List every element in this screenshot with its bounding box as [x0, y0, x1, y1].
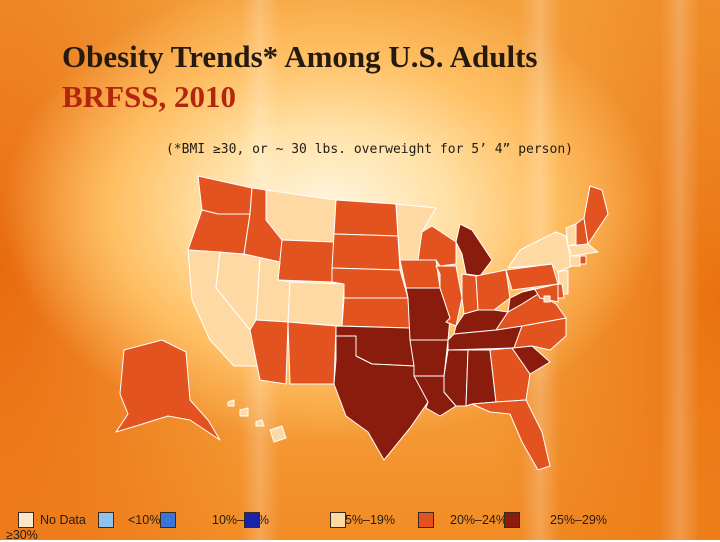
us-obesity-map [115, 175, 609, 470]
legend-label-20-24: 20%–24% [450, 513, 507, 527]
state-AK [115, 339, 221, 441]
state-MI [455, 223, 493, 277]
state-GA [489, 347, 531, 403]
background-streak [660, 0, 700, 540]
state-HI [227, 399, 235, 407]
state-HI-2 [239, 407, 249, 417]
legend-label-30-plus: ≥30% [6, 528, 38, 542]
slide-title: Obesity Trends* Among U.S. Adults [62, 39, 538, 74]
state-IN [461, 273, 479, 315]
state-TX [333, 335, 429, 461]
legend-swatch-15-19 [244, 512, 260, 528]
state-WI [417, 225, 457, 267]
legend-label-under-10: <10% [128, 513, 161, 527]
state-RI [579, 255, 587, 265]
state-MA [567, 243, 599, 257]
state-HI-3 [255, 419, 265, 427]
state-WA [197, 175, 253, 215]
state-VT [565, 223, 577, 247]
map-legend: No Data <10% 10%–14% 15%–19% 20%–24% 25%… [0, 504, 720, 542]
state-FL [471, 399, 551, 470]
state-HI-4 [269, 425, 287, 443]
state-OH [475, 269, 511, 311]
state-WY [277, 239, 335, 283]
legend-label-25-29: 25%–29% [550, 513, 607, 527]
legend-label-10-14: 10%–14% [212, 513, 269, 527]
state-SD [331, 233, 401, 271]
state-IA [399, 259, 441, 289]
state-KS [341, 297, 411, 329]
bmi-footnote: (*BMI ≥30, or ~ 30 lbs. overweight for 5… [166, 142, 573, 157]
legend-swatch-under-10 [98, 512, 114, 528]
state-CT [569, 255, 581, 267]
state-AZ [249, 319, 289, 385]
legend-label-no-data: No Data [40, 513, 86, 527]
state-AR [409, 339, 449, 377]
state-NY [507, 231, 573, 273]
legend-swatch-10-14 [160, 512, 176, 528]
state-CO [287, 281, 345, 327]
legend-label-15-19: 15%–19% [338, 513, 395, 527]
state-DC [543, 295, 551, 303]
legend-swatch-30-plus [504, 512, 520, 528]
slide-subtitle: BRFSS, 2010 [62, 79, 236, 114]
legend-swatch-20-24 [330, 512, 346, 528]
legend-swatch-no-data [18, 512, 34, 528]
state-OR [187, 209, 251, 255]
state-IL [435, 265, 463, 327]
state-ME [583, 185, 609, 245]
state-ND [333, 199, 399, 237]
legend-swatch-25-29 [418, 512, 434, 528]
state-NM [287, 321, 337, 385]
